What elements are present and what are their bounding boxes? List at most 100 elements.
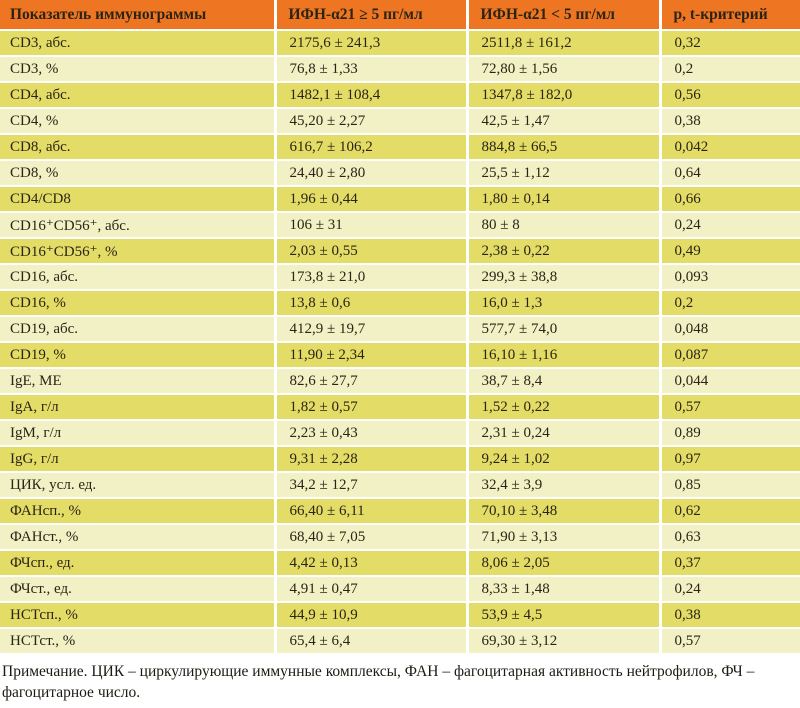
value-cell-group-ge5: 173,8 ± 21,0 [275, 264, 469, 291]
value-cell-group-lt5: 1347,8 ± 182,0 [467, 82, 662, 109]
row-label-cell: НСТст., % [0, 628, 277, 655]
table-row: ФАНст., % 68,40 ± 7,05 71,90 ± 3,13 0,63 [0, 524, 800, 551]
table-row: CD16, абс. 173,8 ± 21,0 299,3 ± 38,8 0,093 [0, 264, 800, 291]
value-cell-group-lt5: 25,5 ± 1,12 [467, 160, 662, 187]
row-label-cell: IgG, г/л [0, 446, 277, 473]
p-value-cell: 0,044 [660, 368, 800, 395]
value-cell-group-ge5: 1482,1 ± 108,4 [275, 82, 469, 109]
p-value-cell: 0,24 [660, 576, 800, 603]
table-row: ФАНсп., % 66,40 ± 6,11 70,10 ± 3,48 0,62 [0, 498, 800, 525]
p-value-cell: 0,38 [660, 108, 800, 135]
row-label-cell: ФЧст., ед. [0, 576, 277, 603]
table-row: CD19, абс. 412,9 ± 19,7 577,7 ± 74,0 0,048 [0, 316, 800, 343]
value-cell-group-lt5: 16,0 ± 1,3 [467, 290, 662, 317]
row-label-cell: IgA, г/л [0, 394, 277, 421]
value-cell-group-lt5: 71,90 ± 3,13 [467, 524, 662, 551]
row-label-cell: IgM, г/л [0, 420, 277, 447]
p-value-cell: 0,97 [660, 446, 800, 473]
p-value-cell: 0,49 [660, 238, 800, 265]
immunogram-table: Показатель иммунограммы ИФН-α21 ≥ 5 пг/м… [0, 0, 800, 655]
value-cell-group-lt5: 9,24 ± 1,02 [467, 446, 662, 473]
value-cell-group-ge5: 76,8 ± 1,33 [275, 56, 469, 83]
value-cell-group-lt5: 32,4 ± 3,9 [467, 472, 662, 499]
p-value-cell: 0,66 [660, 186, 800, 213]
value-cell-group-lt5: 38,7 ± 8,4 [467, 368, 662, 395]
table-row: CD16, % 13,8 ± 0,6 16,0 ± 1,3 0,2 [0, 290, 800, 317]
value-cell-group-ge5: 24,40 ± 2,80 [275, 160, 469, 187]
value-cell-group-ge5: 34,2 ± 12,7 [275, 472, 469, 499]
value-cell-group-ge5: 2,03 ± 0,55 [275, 238, 469, 265]
p-value-cell: 0,042 [660, 134, 800, 161]
p-value-cell: 0,57 [660, 628, 800, 655]
row-label-cell: CD16, % [0, 290, 277, 317]
value-cell-group-lt5: 70,10 ± 3,48 [467, 498, 662, 525]
p-value-cell: 0,85 [660, 472, 800, 499]
table-row: CD4, % 45,20 ± 2,27 42,5 ± 1,47 0,38 [0, 108, 800, 135]
row-label-cell: CD8, абс. [0, 134, 277, 161]
row-label-cell: ЦИК, усл. ед. [0, 472, 277, 499]
value-cell-group-ge5: 4,91 ± 0,47 [275, 576, 469, 603]
value-cell-group-ge5: 82,6 ± 27,7 [275, 368, 469, 395]
table-row: IgE, МЕ 82,6 ± 27,7 38,7 ± 8,4 0,044 [0, 368, 800, 395]
table-row: CD4/CD8 1,96 ± 0,44 1,80 ± 0,14 0,66 [0, 186, 800, 213]
row-label-cell: CD8, % [0, 160, 277, 187]
p-value-cell: 0,2 [660, 56, 800, 83]
table-row: CD3, абс. 2175,6 ± 241,3 2511,8 ± 161,2 0,3… [0, 30, 800, 57]
value-cell-group-ge5: 68,40 ± 7,05 [275, 524, 469, 551]
value-cell-group-lt5: 577,7 ± 74,0 [467, 316, 662, 343]
value-cell-group-ge5: 412,9 ± 19,7 [275, 316, 469, 343]
table-row: CD19, % 11,90 ± 2,34 16,10 ± 1,16 0,087 [0, 342, 800, 369]
column-header-ifn-lt5: ИФН-α21 < 5 пг/мл [467, 0, 662, 31]
p-value-cell: 0,048 [660, 316, 800, 343]
row-label-cell: CD19, % [0, 342, 277, 369]
column-header-p-value: p, t-критерий [660, 0, 800, 31]
table-row: IgA, г/л 1,82 ± 0,57 1,52 ± 0,22 0,57 [0, 394, 800, 421]
table-row: CD16⁺CD56⁺, абс. 106 ± 31 80 ± 8 0,24 [0, 212, 800, 239]
value-cell-group-ge5: 1,96 ± 0,44 [275, 186, 469, 213]
p-value-cell: 0,087 [660, 342, 800, 369]
row-label-cell: ФАНст., % [0, 524, 277, 551]
table-row: CD4, абс. 1482,1 ± 108,4 1347,8 ± 182,0 0,5… [0, 82, 800, 109]
table-row: IgM, г/л 2,23 ± 0,43 2,31 ± 0,24 0,89 [0, 420, 800, 447]
value-cell-group-lt5: 299,3 ± 38,8 [467, 264, 662, 291]
value-cell-group-ge5: 106 ± 31 [275, 212, 469, 239]
p-value-cell: 0,24 [660, 212, 800, 239]
row-label-cell: CD19, абс. [0, 316, 277, 343]
p-value-cell: 0,32 [660, 30, 800, 57]
value-cell-group-ge5: 44,9 ± 10,9 [275, 602, 469, 629]
table-row: CD3, % 76,8 ± 1,33 72,80 ± 1,56 0,2 [0, 56, 800, 83]
row-label-cell: CD4, абс. [0, 82, 277, 109]
value-cell-group-lt5: 1,80 ± 0,14 [467, 186, 662, 213]
value-cell-group-lt5: 2511,8 ± 161,2 [467, 30, 662, 57]
row-label-cell: IgE, МЕ [0, 368, 277, 395]
row-label-cell: ФАНсп., % [0, 498, 277, 525]
table-row: ФЧсп., ед. 4,42 ± 0,13 8,06 ± 2,05 0,37 [0, 550, 800, 577]
table-row: НСТст., % 65,4 ± 6,4 69,30 ± 3,12 0,57 [0, 628, 800, 655]
table-row: IgG, г/л 9,31 ± 2,28 9,24 ± 1,02 0,97 [0, 446, 800, 473]
row-label-cell: CD3, % [0, 56, 277, 83]
value-cell-group-ge5: 1,82 ± 0,57 [275, 394, 469, 421]
value-cell-group-lt5: 2,38 ± 0,22 [467, 238, 662, 265]
value-cell-group-ge5: 2175,6 ± 241,3 [275, 30, 469, 57]
table-row: CD16⁺CD56⁺, % 2,03 ± 0,55 2,38 ± 0,22 0,49 [0, 238, 800, 265]
footnote-text: Примечание. ЦИК – циркулирующие иммунные… [0, 655, 800, 708]
p-value-cell: 0,57 [660, 394, 800, 421]
table-row: CD8, % 24,40 ± 2,80 25,5 ± 1,12 0,64 [0, 160, 800, 187]
value-cell-group-ge5: 9,31 ± 2,28 [275, 446, 469, 473]
value-cell-group-lt5: 8,33 ± 1,48 [467, 576, 662, 603]
value-cell-group-lt5: 16,10 ± 1,16 [467, 342, 662, 369]
value-cell-group-lt5: 884,8 ± 66,5 [467, 134, 662, 161]
row-label-cell: ФЧсп., ед. [0, 550, 277, 577]
row-label-cell: CD16⁺CD56⁺, % [0, 238, 277, 265]
p-value-cell: 0,37 [660, 550, 800, 577]
row-label-cell: CD4, % [0, 108, 277, 135]
value-cell-group-ge5: 13,8 ± 0,6 [275, 290, 469, 317]
p-value-cell: 0,56 [660, 82, 800, 109]
value-cell-group-ge5: 2,23 ± 0,43 [275, 420, 469, 447]
value-cell-group-ge5: 616,7 ± 106,2 [275, 134, 469, 161]
value-cell-group-ge5: 4,42 ± 0,13 [275, 550, 469, 577]
value-cell-group-ge5: 65,4 ± 6,4 [275, 628, 469, 655]
value-cell-group-lt5: 80 ± 8 [467, 212, 662, 239]
header-row: Показатель иммунограммы ИФН-α21 ≥ 5 пг/м… [0, 0, 800, 31]
